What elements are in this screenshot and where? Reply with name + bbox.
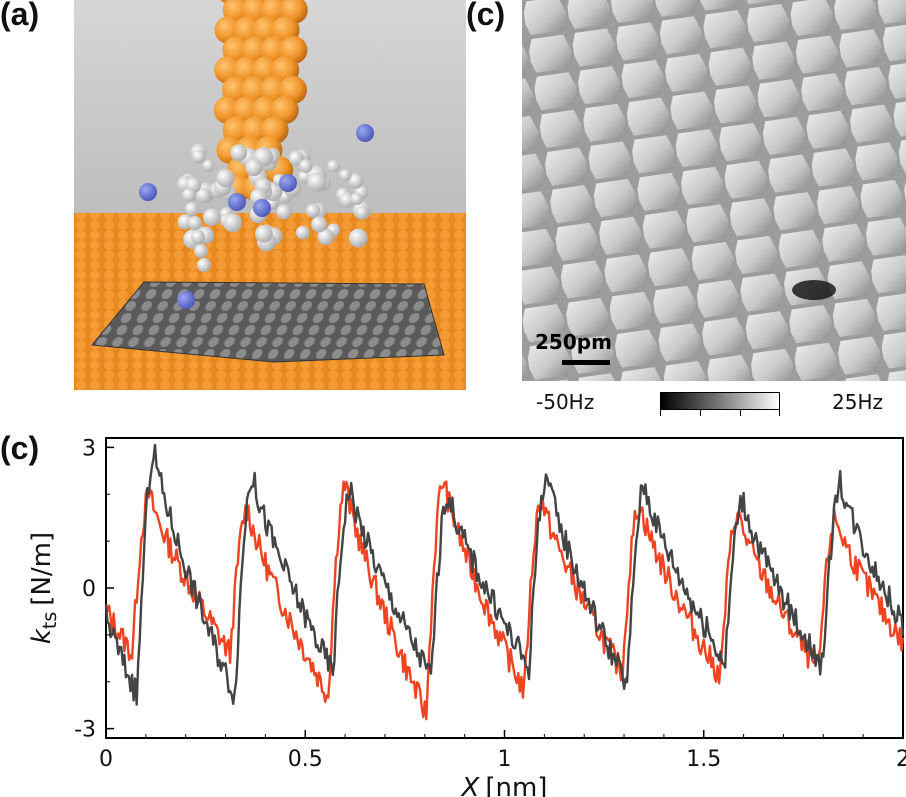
linker-atom xyxy=(191,230,205,244)
hydrogen-carbon-atom xyxy=(299,159,313,173)
linker-atom xyxy=(194,244,208,258)
hydrogen-carbon-atom xyxy=(216,168,235,188)
series-line-0 xyxy=(104,480,905,721)
nitrogen-atom xyxy=(177,291,195,309)
hydrogen-carbon-atom xyxy=(350,192,363,206)
colorbar-tick xyxy=(700,410,701,416)
colorbar-tick xyxy=(740,410,741,416)
y-axis-label: kts[N/m] xyxy=(27,532,61,644)
hydrogen-carbon-atom xyxy=(276,204,292,220)
hydrogen-carbon-atom xyxy=(355,205,369,220)
hydrogen-carbon-atom xyxy=(348,173,364,189)
molecular-model-illustration xyxy=(74,0,466,390)
panel-c-label: (c) xyxy=(0,430,40,466)
hydrogen-carbon-atom xyxy=(317,228,334,246)
linker-atom xyxy=(185,202,199,216)
linker-atom xyxy=(197,258,211,272)
hydrogen-carbon-atom xyxy=(311,216,328,233)
hydrogen-carbon-atom xyxy=(223,213,243,233)
plot-frame xyxy=(105,437,904,739)
y-tick-label: -3 xyxy=(74,718,96,743)
colorbar-min-label: -50Hz xyxy=(536,390,595,414)
x-tick-label: 0.5 xyxy=(288,747,323,772)
y-tick-label: 0 xyxy=(82,577,96,602)
nitrogen-atom xyxy=(228,193,246,211)
hydrogen-carbon-atom xyxy=(295,225,310,240)
nitrogen-atom xyxy=(356,124,374,142)
colorbar-tick xyxy=(779,410,780,416)
molecule-atoms xyxy=(139,124,374,309)
nitrogen-atom xyxy=(253,199,271,217)
colorbar-max-label: 25Hz xyxy=(832,390,883,414)
linker-atom xyxy=(182,188,196,202)
gold-tip-atoms xyxy=(213,0,308,202)
x-tick-label: 1 xyxy=(498,747,512,772)
afm-lattice-image xyxy=(522,0,906,381)
hydrogen-carbon-atom xyxy=(203,208,221,226)
hydrogen-carbon-atom xyxy=(192,149,206,164)
scale-bar-label: 250pm xyxy=(535,330,612,354)
nitrogen-atom xyxy=(279,174,297,192)
linker-atom xyxy=(188,216,202,230)
x-tick-label: 2 xyxy=(896,747,906,772)
colorbar-tick xyxy=(660,410,661,416)
colorbar xyxy=(660,392,780,410)
hydrogen-carbon-atom xyxy=(307,172,327,192)
hydrogen-carbon-atom xyxy=(195,187,212,204)
hydrogen-carbon-atom xyxy=(288,150,304,166)
x-axis-label: X [nm] xyxy=(460,773,548,797)
kts-line-chart: 0 0.5 1 1.5 2-303 X [nm] kts[N/m] xyxy=(27,436,906,797)
hydrogen-carbon-atom xyxy=(245,158,263,177)
series-line-1 xyxy=(104,443,905,706)
y-tick-label: 3 xyxy=(82,436,96,461)
hydrogen-carbon-atom xyxy=(230,144,248,162)
x-tick-label: 0 xyxy=(99,747,113,772)
hydrogen-carbon-atom xyxy=(255,224,273,243)
nitrogen-atom xyxy=(139,183,157,201)
hydrogen-carbon-atom xyxy=(339,169,352,182)
hydrogen-carbon-atom xyxy=(305,203,321,218)
hydrogen-carbon-atom xyxy=(202,159,215,172)
hydrogen-carbon-atom xyxy=(339,192,355,208)
panel-a-label: (a) xyxy=(0,0,40,32)
scale-bar xyxy=(562,360,610,365)
hydrogen-carbon-atom xyxy=(327,159,340,173)
panel-b-label: (c) xyxy=(466,0,506,32)
hydrogen-carbon-atom xyxy=(348,228,368,248)
x-tick-label: 1.5 xyxy=(686,747,721,772)
